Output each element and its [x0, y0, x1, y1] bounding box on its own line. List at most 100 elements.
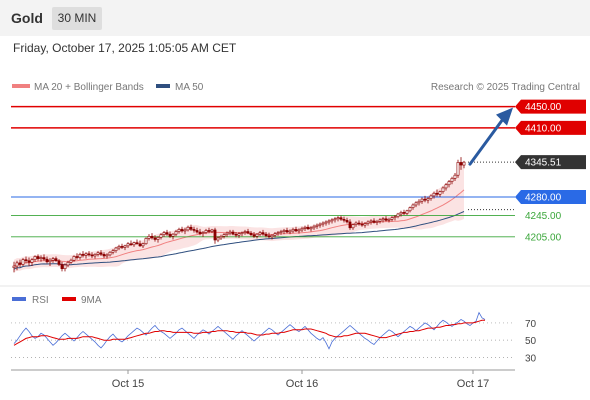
price-tag: [515, 155, 586, 170]
candle-body: [141, 243, 145, 247]
candle-body: [162, 232, 166, 236]
candle-body: [264, 233, 268, 237]
ma50-line: [13, 211, 465, 270]
rsi-line: [13, 311, 486, 350]
candle-body: [333, 218, 337, 221]
candle-body: [60, 264, 64, 270]
candle-body: [138, 243, 142, 247]
candle-body: [306, 226, 310, 230]
candle-body: [81, 254, 85, 256]
candle-body: [114, 247, 118, 251]
candle-body: [282, 230, 286, 232]
candle-body: [396, 213, 400, 217]
candle-body: [105, 254, 109, 257]
candle-body: [279, 231, 283, 233]
candle-body: [177, 229, 181, 232]
candle-body: [303, 226, 307, 229]
candle-body: [213, 229, 217, 241]
candle-body: [447, 181, 451, 186]
candle-body: [198, 231, 202, 234]
candle-body: [336, 217, 340, 220]
candle-body: [54, 258, 58, 262]
candle-body: [261, 232, 265, 235]
candle-body: [93, 254, 97, 257]
time-tick-label: Oct 15: [112, 378, 144, 390]
candle-body: [108, 251, 112, 256]
candle-body: [249, 232, 253, 236]
candle-body: [63, 264, 67, 270]
legend-ma50-label: MA 50: [175, 82, 204, 93]
candle-body: [180, 229, 184, 232]
candle-body: [300, 228, 304, 231]
candle-body: [324, 221, 328, 224]
candle-body: [390, 217, 394, 220]
candle-body: [435, 192, 439, 195]
candle-body: [210, 229, 214, 232]
candle-body: [453, 174, 457, 179]
candle-body: [378, 219, 382, 222]
candle-body: [459, 162, 463, 166]
price-tag: [515, 120, 586, 135]
candle-body: [228, 231, 232, 234]
candle-body: [438, 191, 442, 195]
candle-body: [417, 200, 421, 204]
candle-body: [243, 231, 247, 233]
candle-body: [27, 260, 31, 263]
candle-body: [222, 234, 226, 237]
candle-body: [252, 234, 256, 237]
legend-ma20-label: MA 20 + Bollinger Bands: [34, 82, 144, 93]
candle-body: [123, 245, 127, 248]
candle-body: [240, 232, 244, 234]
candle-body: [321, 222, 325, 225]
candle-body: [372, 220, 376, 223]
candle-body: [309, 227, 313, 230]
candle-body: [408, 207, 412, 212]
candle-body: [42, 257, 46, 260]
legend-9ma-label: 9MA: [81, 295, 102, 306]
candle-body: [375, 221, 379, 223]
candle-body: [297, 229, 301, 232]
price-tag: [515, 99, 586, 114]
candle-body: [432, 192, 436, 197]
candle-body: [456, 162, 460, 176]
candle-body: [75, 256, 79, 258]
candle-body: [150, 235, 154, 239]
candle-body: [78, 254, 82, 258]
support-label: 4205.00: [525, 232, 562, 243]
candle-body: [84, 253, 88, 256]
candle-body: [381, 218, 385, 221]
candle-body: [225, 232, 229, 236]
candle-body: [294, 229, 298, 232]
candle-body: [96, 252, 100, 255]
candle-body: [72, 256, 76, 261]
candle-body: [66, 262, 70, 266]
candle-body: [204, 230, 208, 233]
candle-body: [420, 198, 424, 202]
candle-body: [267, 235, 271, 238]
candle-body: [414, 202, 418, 206]
projection-arrow-shaft: [468, 116, 506, 166]
candle-body: [246, 231, 250, 234]
price-tag-text: 4280.00: [525, 192, 562, 203]
candle-body: [273, 233, 277, 236]
candle-body: [183, 229, 187, 232]
candle-body: [144, 238, 148, 245]
candle-body: [429, 195, 433, 199]
candle-body: [195, 230, 199, 233]
timeframe-button[interactable]: 30 MIN: [52, 7, 102, 30]
candle-body: [207, 230, 211, 232]
rsi-tick-label: 70: [525, 319, 537, 330]
candle-body: [87, 253, 91, 256]
projection-arrow-layer: [468, 107, 513, 166]
candle-body: [411, 204, 415, 208]
candle-body: [168, 233, 172, 237]
candle-body: [57, 260, 61, 265]
candle-body: [285, 230, 289, 233]
candle-body: [318, 223, 322, 226]
candle-body: [231, 231, 235, 235]
candle-body: [39, 257, 43, 259]
credit-text: Research © 2025 Trading Central: [431, 82, 580, 93]
candle-body: [120, 246, 124, 248]
candle-body: [312, 225, 316, 229]
candle-body: [339, 217, 343, 220]
